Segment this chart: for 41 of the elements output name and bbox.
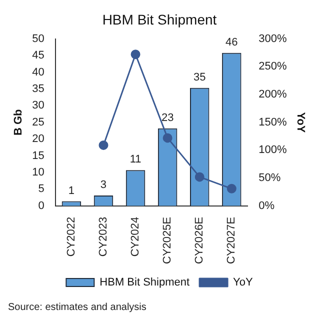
y-axis-title: B Gb	[12, 108, 25, 136]
y-tick-label: 20	[32, 133, 44, 146]
data-label: 11	[130, 154, 142, 166]
x-tick-label: CY2023	[98, 216, 110, 257]
y2-tick-label: 0%	[258, 200, 275, 212]
point	[226, 184, 236, 194]
y-tick-label: 35	[32, 82, 44, 95]
y-tick-label: 40	[32, 66, 44, 78]
y-tick-label: 45	[32, 50, 44, 62]
x-tick-label: CY2022	[65, 216, 78, 257]
y2-tick-label: 300%	[258, 32, 288, 45]
x-tick-label: CY2027E	[226, 216, 238, 264]
point	[162, 133, 172, 143]
y-tick-label: 15	[32, 150, 44, 162]
y2-tick-label: 200%	[258, 88, 288, 101]
data-label: 46	[226, 36, 238, 48]
x-tick-label: CY2026E	[194, 216, 206, 264]
x-tick-label: CY2025E	[162, 216, 174, 264]
point	[98, 140, 108, 150]
x-tick-label: CY2024	[130, 216, 142, 257]
y2-tick-label: 150%	[258, 116, 288, 128]
y-tick-label: 10	[32, 166, 44, 179]
y2-axis-title: YoY	[294, 112, 306, 134]
y-tick-label: 25	[32, 116, 44, 128]
y-tick-label: 0	[38, 200, 44, 212]
source-note: Source: estimates and analysis	[8, 302, 148, 313]
data-label: 35	[193, 71, 206, 84]
y2-tick-label: 100%	[258, 144, 288, 156]
chart-title: HBM Bit Shipment	[102, 11, 217, 28]
data-label: 3	[100, 179, 107, 192]
y-tick-label: 50	[32, 32, 44, 45]
point	[194, 172, 204, 182]
y2-tick-label: 50%	[258, 172, 281, 184]
y-tick-label: 5	[38, 183, 44, 196]
point	[130, 50, 140, 60]
data-label: 1	[68, 184, 75, 197]
y2-tick-label: 250%	[258, 60, 288, 73]
legend-label: HBM Bit Shipment	[100, 276, 190, 289]
legend-label: YoY	[233, 276, 254, 289]
data-label: 23	[161, 112, 174, 124]
y-tick-label: 30	[32, 100, 44, 112]
